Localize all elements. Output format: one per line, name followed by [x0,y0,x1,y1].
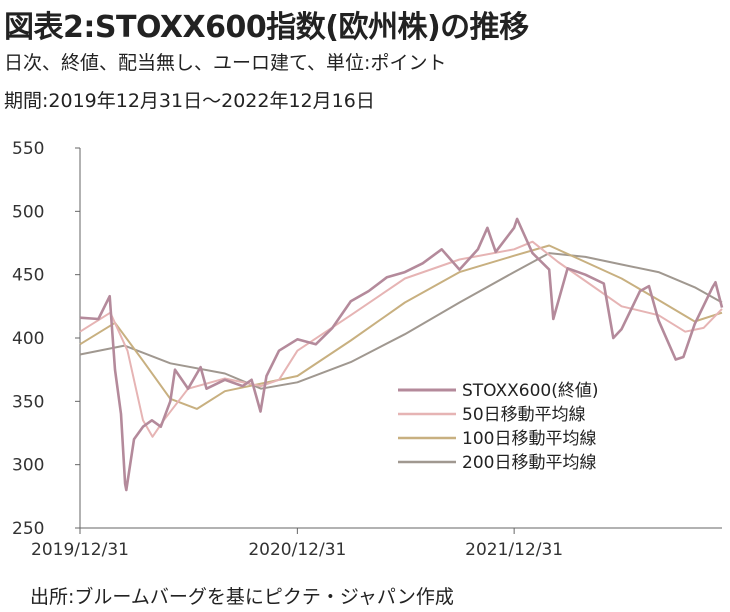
y-tick-label: 350 [12,392,44,412]
x-tick-label: 2021/12/31 [465,540,563,560]
series-layer [79,217,724,492]
series-line-3 [79,252,723,390]
legend-label: STOXX600(終値) [462,381,598,401]
series-line-1 [79,240,723,438]
legend-label: 100日移動平均線 [462,429,596,449]
y-tick-label: 500 [12,202,44,222]
legend-label: 50日移動平均線 [462,405,586,425]
y-tick-label: 400 [12,329,44,349]
series-line-0 [79,217,724,492]
series-line-2 [79,244,723,410]
legend-label: 200日移動平均線 [462,453,596,473]
y-tick-label: 450 [12,266,44,286]
chart-title: 図表2:STOXX600指数(欧州株)の推移 [4,10,529,45]
chart-subtitle-period: 期間:2019年12月31日〜2022年12月16日 [4,90,375,112]
chart-legend: STOXX600(終値) 50日移動平均線 100日移動平均線 200日移動平均線 [398,381,598,473]
x-tick-label: 2020/12/31 [248,540,346,560]
y-tick-label: 250 [12,519,44,539]
source-note: 出所:ブルームバーグを基にピクテ・ジャパン作成 [30,586,454,608]
x-tick-label: 2019/12/31 [31,540,129,560]
chart-subtitle-units: 日次、終値、配当無し、ユーロ建て、単位:ポイント [4,52,447,74]
y-tick-label: 550 [12,139,44,159]
y-tick-label: 300 [12,456,44,476]
